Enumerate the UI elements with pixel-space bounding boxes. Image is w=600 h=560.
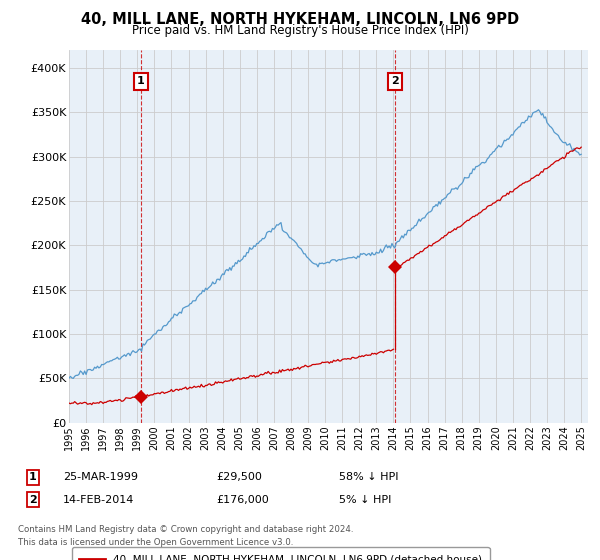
Text: 40, MILL LANE, NORTH HYKEHAM, LINCOLN, LN6 9PD: 40, MILL LANE, NORTH HYKEHAM, LINCOLN, L… bbox=[81, 12, 519, 27]
Text: This data is licensed under the Open Government Licence v3.0.: This data is licensed under the Open Gov… bbox=[18, 538, 293, 547]
Text: Contains HM Land Registry data © Crown copyright and database right 2024.: Contains HM Land Registry data © Crown c… bbox=[18, 525, 353, 534]
Text: Price paid vs. HM Land Registry's House Price Index (HPI): Price paid vs. HM Land Registry's House … bbox=[131, 24, 469, 36]
Text: 1: 1 bbox=[137, 76, 145, 86]
Text: 5% ↓ HPI: 5% ↓ HPI bbox=[339, 494, 391, 505]
Text: 1: 1 bbox=[29, 472, 37, 482]
Text: 14-FEB-2014: 14-FEB-2014 bbox=[63, 494, 134, 505]
Text: 2: 2 bbox=[392, 76, 399, 86]
Text: 2: 2 bbox=[29, 494, 37, 505]
Text: 58% ↓ HPI: 58% ↓ HPI bbox=[339, 472, 398, 482]
Text: £29,500: £29,500 bbox=[216, 472, 262, 482]
Text: 25-MAR-1999: 25-MAR-1999 bbox=[63, 472, 138, 482]
Text: £176,000: £176,000 bbox=[216, 494, 269, 505]
Legend: 40, MILL LANE, NORTH HYKEHAM, LINCOLN, LN6 9PD (detached house), HPI: Average pr: 40, MILL LANE, NORTH HYKEHAM, LINCOLN, L… bbox=[71, 547, 490, 560]
